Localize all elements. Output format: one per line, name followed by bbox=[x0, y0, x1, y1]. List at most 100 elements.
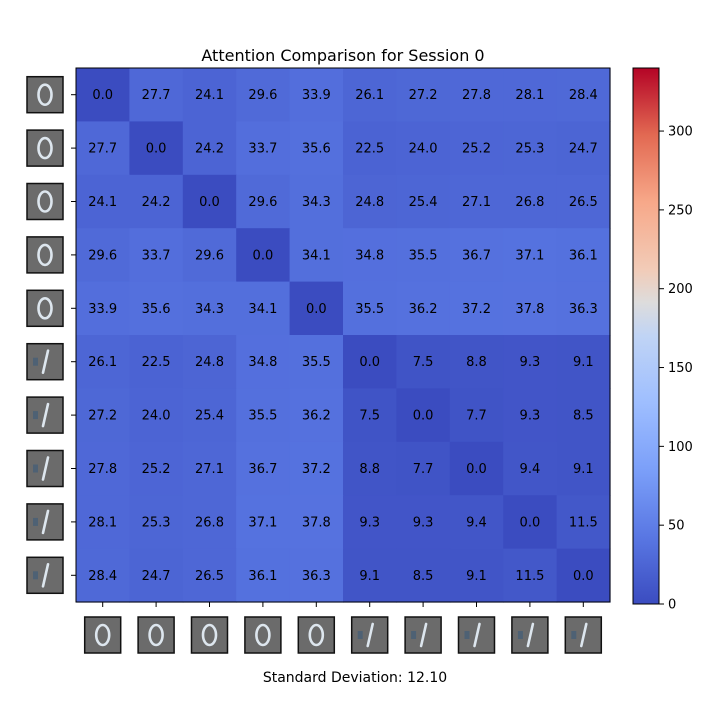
heatmap-cell bbox=[556, 388, 611, 443]
heatmap-cell bbox=[396, 335, 451, 389]
heatmap-cell bbox=[236, 121, 291, 176]
row-thumbnail-image bbox=[26, 129, 64, 167]
heatmap-cell bbox=[236, 174, 291, 229]
heatmap-frame bbox=[75, 67, 611, 603]
column-thumbnail-image bbox=[190, 616, 229, 654]
heatmap-cell bbox=[182, 441, 237, 496]
row-thumbnail-image bbox=[26, 449, 64, 488]
heatmap-cell bbox=[289, 228, 344, 283]
heatmap-cell bbox=[556, 281, 611, 336]
heatmap-cell bbox=[289, 281, 344, 336]
heatmap-cell bbox=[129, 228, 184, 283]
cell-value-label: 37.8 bbox=[302, 515, 331, 530]
heatmap-cell bbox=[182, 548, 237, 603]
row-thumbnail-image bbox=[26, 396, 64, 434]
heatmap-cell bbox=[236, 495, 291, 550]
heatmap-cell bbox=[236, 228, 291, 283]
cell-value-label: 7.5 bbox=[359, 409, 380, 424]
heatmap-cell bbox=[556, 441, 611, 496]
heatmap-cell bbox=[76, 495, 130, 550]
heatmap-cell bbox=[396, 548, 451, 603]
heatmap-cell bbox=[129, 495, 184, 550]
column-thumbnail-image bbox=[564, 616, 603, 654]
cell-value-label: 0.0 bbox=[306, 302, 327, 317]
heatmap-cell bbox=[396, 388, 451, 443]
heatmap-cell bbox=[556, 68, 611, 122]
heatmap-cell bbox=[76, 335, 130, 389]
row-thumbnail-image bbox=[26, 556, 64, 595]
heatmap-cell bbox=[449, 388, 504, 443]
cell-value-label: 36.1 bbox=[248, 569, 277, 584]
row-thumbnails bbox=[26, 75, 64, 595]
cell-value-label: 37.1 bbox=[248, 515, 277, 530]
colorbar-tick-label: 100 bbox=[668, 440, 693, 455]
cell-value-label: 0.0 bbox=[359, 355, 380, 370]
cell-value-label: 33.9 bbox=[88, 302, 117, 317]
colorbar-tick-label: 300 bbox=[668, 125, 693, 140]
heatmap-cell bbox=[76, 441, 130, 496]
row-thumbnail-image bbox=[26, 503, 64, 541]
cell-value-label: 9.3 bbox=[359, 515, 380, 530]
column-thumbnail-image bbox=[350, 616, 389, 654]
heatmap-cell bbox=[289, 548, 344, 603]
heatmap-cell bbox=[556, 121, 611, 176]
colorbar-tick-label: 200 bbox=[668, 282, 693, 297]
row-thumbnail-image bbox=[26, 75, 64, 114]
cell-value-label: 25.3 bbox=[515, 142, 544, 157]
heatmap-cell bbox=[129, 281, 184, 336]
cell-value-label: 33.7 bbox=[142, 248, 171, 263]
cell-value-label: 9.4 bbox=[520, 462, 541, 477]
cell-value-label: 35.6 bbox=[302, 142, 331, 157]
cell-value-label: 7.7 bbox=[413, 462, 434, 477]
heatmap-cell bbox=[182, 68, 237, 122]
heatmap-cell bbox=[343, 388, 397, 443]
heatmap-cell bbox=[129, 335, 184, 389]
cell-value-label: 37.8 bbox=[515, 302, 544, 317]
heatmap-cell bbox=[236, 388, 291, 443]
cell-value-label: 29.6 bbox=[88, 248, 117, 263]
row-thumbnail-image bbox=[26, 182, 64, 221]
cell-value-label: 25.3 bbox=[142, 515, 171, 530]
axis-ticks bbox=[71, 94, 584, 607]
heatmap-cell bbox=[129, 548, 184, 603]
heatmap-cell bbox=[129, 441, 184, 496]
column-thumbnails bbox=[83, 616, 603, 654]
cell-value-label: 35.5 bbox=[409, 248, 438, 263]
cell-value-label: 0.0 bbox=[413, 409, 434, 424]
heatmap-cell bbox=[343, 441, 397, 496]
cell-value-label: 27.1 bbox=[462, 195, 491, 210]
cell-value-label: 0.0 bbox=[92, 88, 113, 103]
heatmap-cell bbox=[343, 68, 397, 122]
heatmap-cell bbox=[396, 441, 451, 496]
heatmap-cell bbox=[236, 335, 291, 389]
heatmap-cell bbox=[76, 388, 130, 443]
heatmap-cell bbox=[236, 441, 291, 496]
column-thumbnail-image bbox=[297, 616, 336, 654]
cell-value-label: 24.2 bbox=[195, 142, 224, 157]
cell-value-label: 33.7 bbox=[248, 142, 277, 157]
cell-value-label: 0.0 bbox=[520, 515, 541, 530]
heatmap-cell bbox=[396, 68, 451, 122]
cell-value-label: 9.4 bbox=[466, 515, 487, 530]
cell-value-label: 25.4 bbox=[409, 195, 438, 210]
heatmap-cell bbox=[289, 335, 344, 389]
cell-value-label: 37.2 bbox=[462, 302, 491, 317]
heatmap-cell bbox=[556, 495, 611, 550]
heatmap-cells bbox=[76, 68, 611, 603]
cell-value-label: 24.2 bbox=[142, 195, 171, 210]
column-thumbnail-image bbox=[244, 616, 282, 654]
column-thumbnail-image bbox=[457, 616, 496, 654]
cell-value-label: 29.6 bbox=[248, 195, 277, 210]
heatmap-cell bbox=[556, 548, 611, 603]
cell-value-label: 26.8 bbox=[515, 195, 544, 210]
cell-value-label: 22.5 bbox=[355, 142, 384, 157]
heatmap-cell bbox=[129, 174, 184, 229]
heatmap-cell bbox=[182, 495, 237, 550]
colorbar-tick-label: 150 bbox=[668, 361, 693, 376]
std-dev-caption: Standard Deviation: 12.10 bbox=[262, 670, 448, 686]
cell-value-label: 9.1 bbox=[573, 462, 594, 477]
heatmap-cell bbox=[503, 335, 558, 389]
cell-value-label: 11.5 bbox=[515, 569, 544, 584]
colorbar bbox=[632, 67, 660, 605]
